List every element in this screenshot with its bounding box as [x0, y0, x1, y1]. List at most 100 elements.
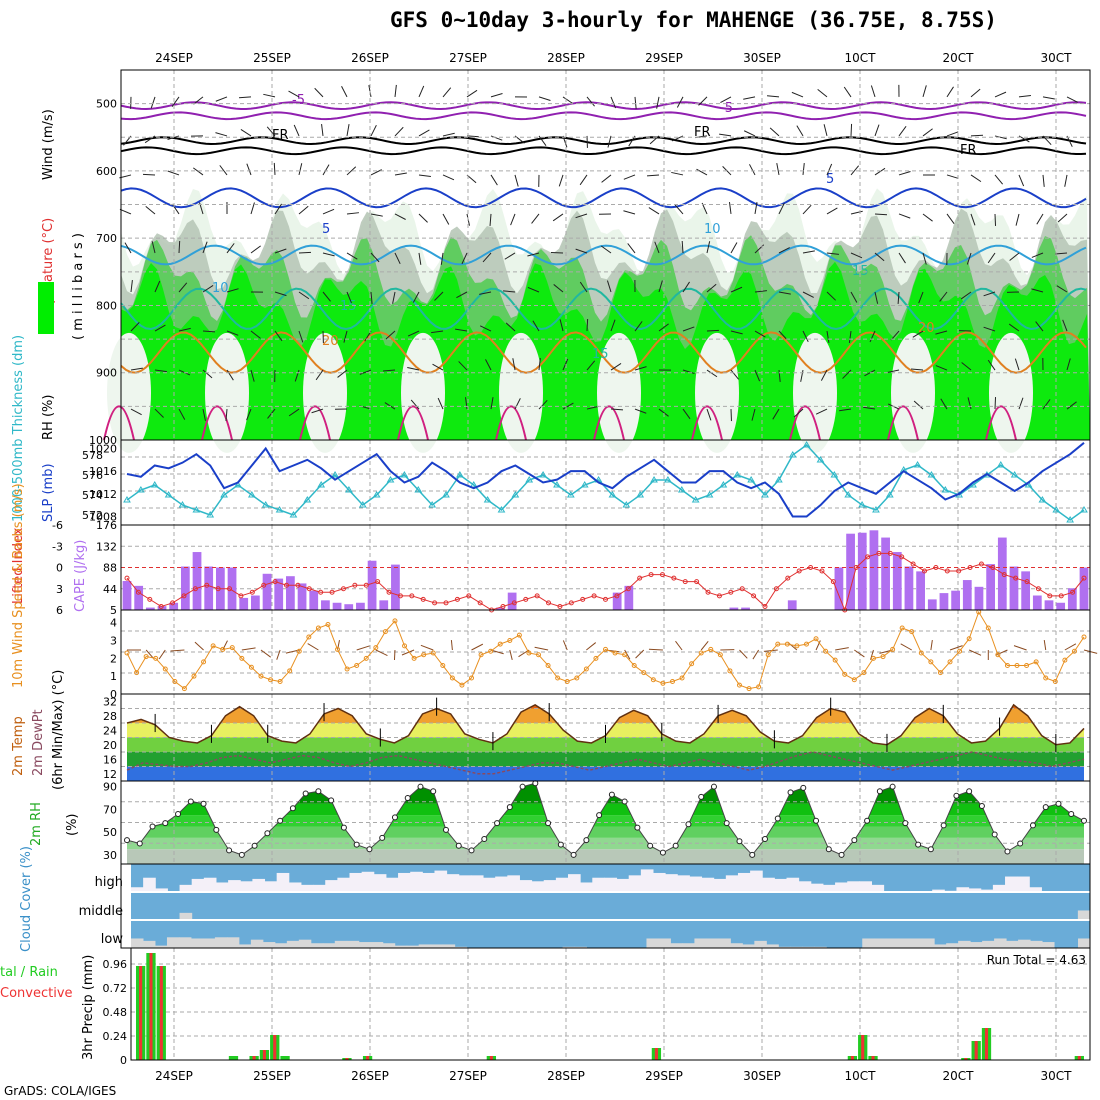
cloud-cell: [334, 940, 348, 948]
cloud-cell: [574, 946, 588, 948]
wind-barb: [796, 125, 804, 137]
cloud-cell: [286, 940, 300, 948]
cloud-axis-label: Cloud Cover (%): [19, 846, 34, 952]
wind-barb: [634, 321, 643, 332]
wind-barb: [767, 95, 780, 98]
wind-barb: [681, 240, 684, 254]
wind-barb: [370, 169, 382, 176]
isotherm-line: [120, 187, 1087, 209]
wind-speed-point: [220, 646, 226, 652]
li-series-line: [126, 552, 1085, 612]
cloud-cell: [555, 877, 569, 892]
cape-bar: [846, 533, 855, 610]
isotherm-label: 10: [212, 281, 229, 296]
temp-band: [127, 704, 1084, 709]
wind-barb: [600, 245, 612, 254]
wind-speed-point: [392, 618, 398, 624]
wind-barb: [238, 96, 252, 99]
wind-barb: [671, 135, 684, 142]
wind-barb: [802, 204, 812, 215]
cloud-cell: [202, 938, 216, 948]
wind-speed-point: [717, 652, 723, 658]
wind-barb: [671, 171, 684, 176]
li-point: [1047, 593, 1053, 599]
wind-barb: [225, 409, 228, 422]
wind-barb: [696, 168, 708, 176]
cloud-cell: [968, 888, 982, 892]
wind-barb: [751, 408, 756, 421]
wind-barb: [260, 649, 272, 658]
wind-barb: [994, 397, 997, 410]
thickness-point: [1066, 516, 1075, 523]
rh-band: [127, 803, 1084, 816]
precip-conv-bar: [366, 1056, 370, 1060]
cloud-cell: [628, 875, 642, 892]
cloud-cell: [958, 940, 971, 948]
wind-barb: [897, 291, 900, 305]
li-point: [762, 603, 768, 609]
rh-point: [864, 817, 871, 824]
cloud-cell: [131, 887, 144, 892]
thickness-point: [553, 481, 561, 488]
li-point: [922, 568, 927, 574]
wind-speed-point: [555, 675, 561, 681]
cloud-cell: [337, 877, 351, 892]
rh-point: [277, 817, 284, 824]
li-point: [272, 579, 278, 585]
cloud-cell: [322, 943, 336, 948]
precip-conv-bar: [861, 1035, 865, 1060]
li-point: [580, 596, 586, 602]
wind-barb: [346, 166, 357, 176]
wind-barb: [215, 96, 228, 102]
rh-point: [889, 783, 896, 790]
wind-barb: [778, 369, 781, 383]
cape-bar: [624, 585, 634, 610]
thickness-point: [164, 491, 173, 498]
cloud-cell: [274, 943, 288, 948]
cloud-cell: [155, 888, 168, 892]
wind-barb: [392, 291, 396, 304]
wind-barb: [739, 649, 748, 659]
cape-bar: [1079, 567, 1089, 610]
wind-barb: [226, 243, 235, 254]
wind-barb: [940, 398, 948, 410]
wind-barb: [178, 408, 186, 420]
cape-bar: [239, 597, 249, 610]
wind-barb: [410, 399, 420, 410]
precip-conv-bar: [850, 1056, 854, 1060]
li-point: [1024, 579, 1030, 585]
cloud-cell: [862, 938, 875, 948]
li-point: [796, 568, 802, 574]
cape-bar: [204, 566, 214, 610]
isotherm-line: [120, 287, 1087, 331]
wind-axis-label: Wind (m/s): [41, 109, 56, 180]
thickness-point: [358, 501, 367, 508]
wind-barb: [939, 291, 948, 302]
wind-barb: [675, 640, 683, 651]
pressure-axis-label: ( m i l l i b a r s ): [71, 233, 86, 340]
wind-barb: [490, 397, 494, 410]
x-axis-top-label: 25SEP: [253, 51, 291, 65]
wind-barb: [720, 96, 732, 104]
wind-speed-point: [1052, 679, 1058, 685]
thickness-axis-label: 1000-500mb Thickness (dm): [11, 335, 26, 522]
wind-barb: [607, 135, 612, 148]
wind-speed-point: [268, 677, 274, 683]
wind-barb: [531, 213, 540, 224]
precip-conv-bar: [871, 1056, 875, 1060]
wind-barb: [359, 369, 372, 375]
slp-tick: 1016: [89, 465, 117, 478]
thickness-point: [192, 506, 201, 513]
wind-barb: [322, 164, 330, 176]
cloud-cell: [562, 946, 576, 948]
wind-speed-point: [1004, 662, 1010, 668]
wind-barb: [461, 252, 468, 265]
wind-labels: 10m Wind Speed & Barbs (m/s): [11, 483, 26, 688]
wind-speed-point: [775, 641, 781, 647]
cape-bar: [286, 576, 295, 610]
isotherm-label: 10: [704, 222, 721, 237]
wind-speed-point: [421, 652, 427, 658]
wind-barb: [311, 408, 324, 414]
wind-speed-point: [1081, 634, 1087, 640]
rh-point: [902, 820, 909, 827]
